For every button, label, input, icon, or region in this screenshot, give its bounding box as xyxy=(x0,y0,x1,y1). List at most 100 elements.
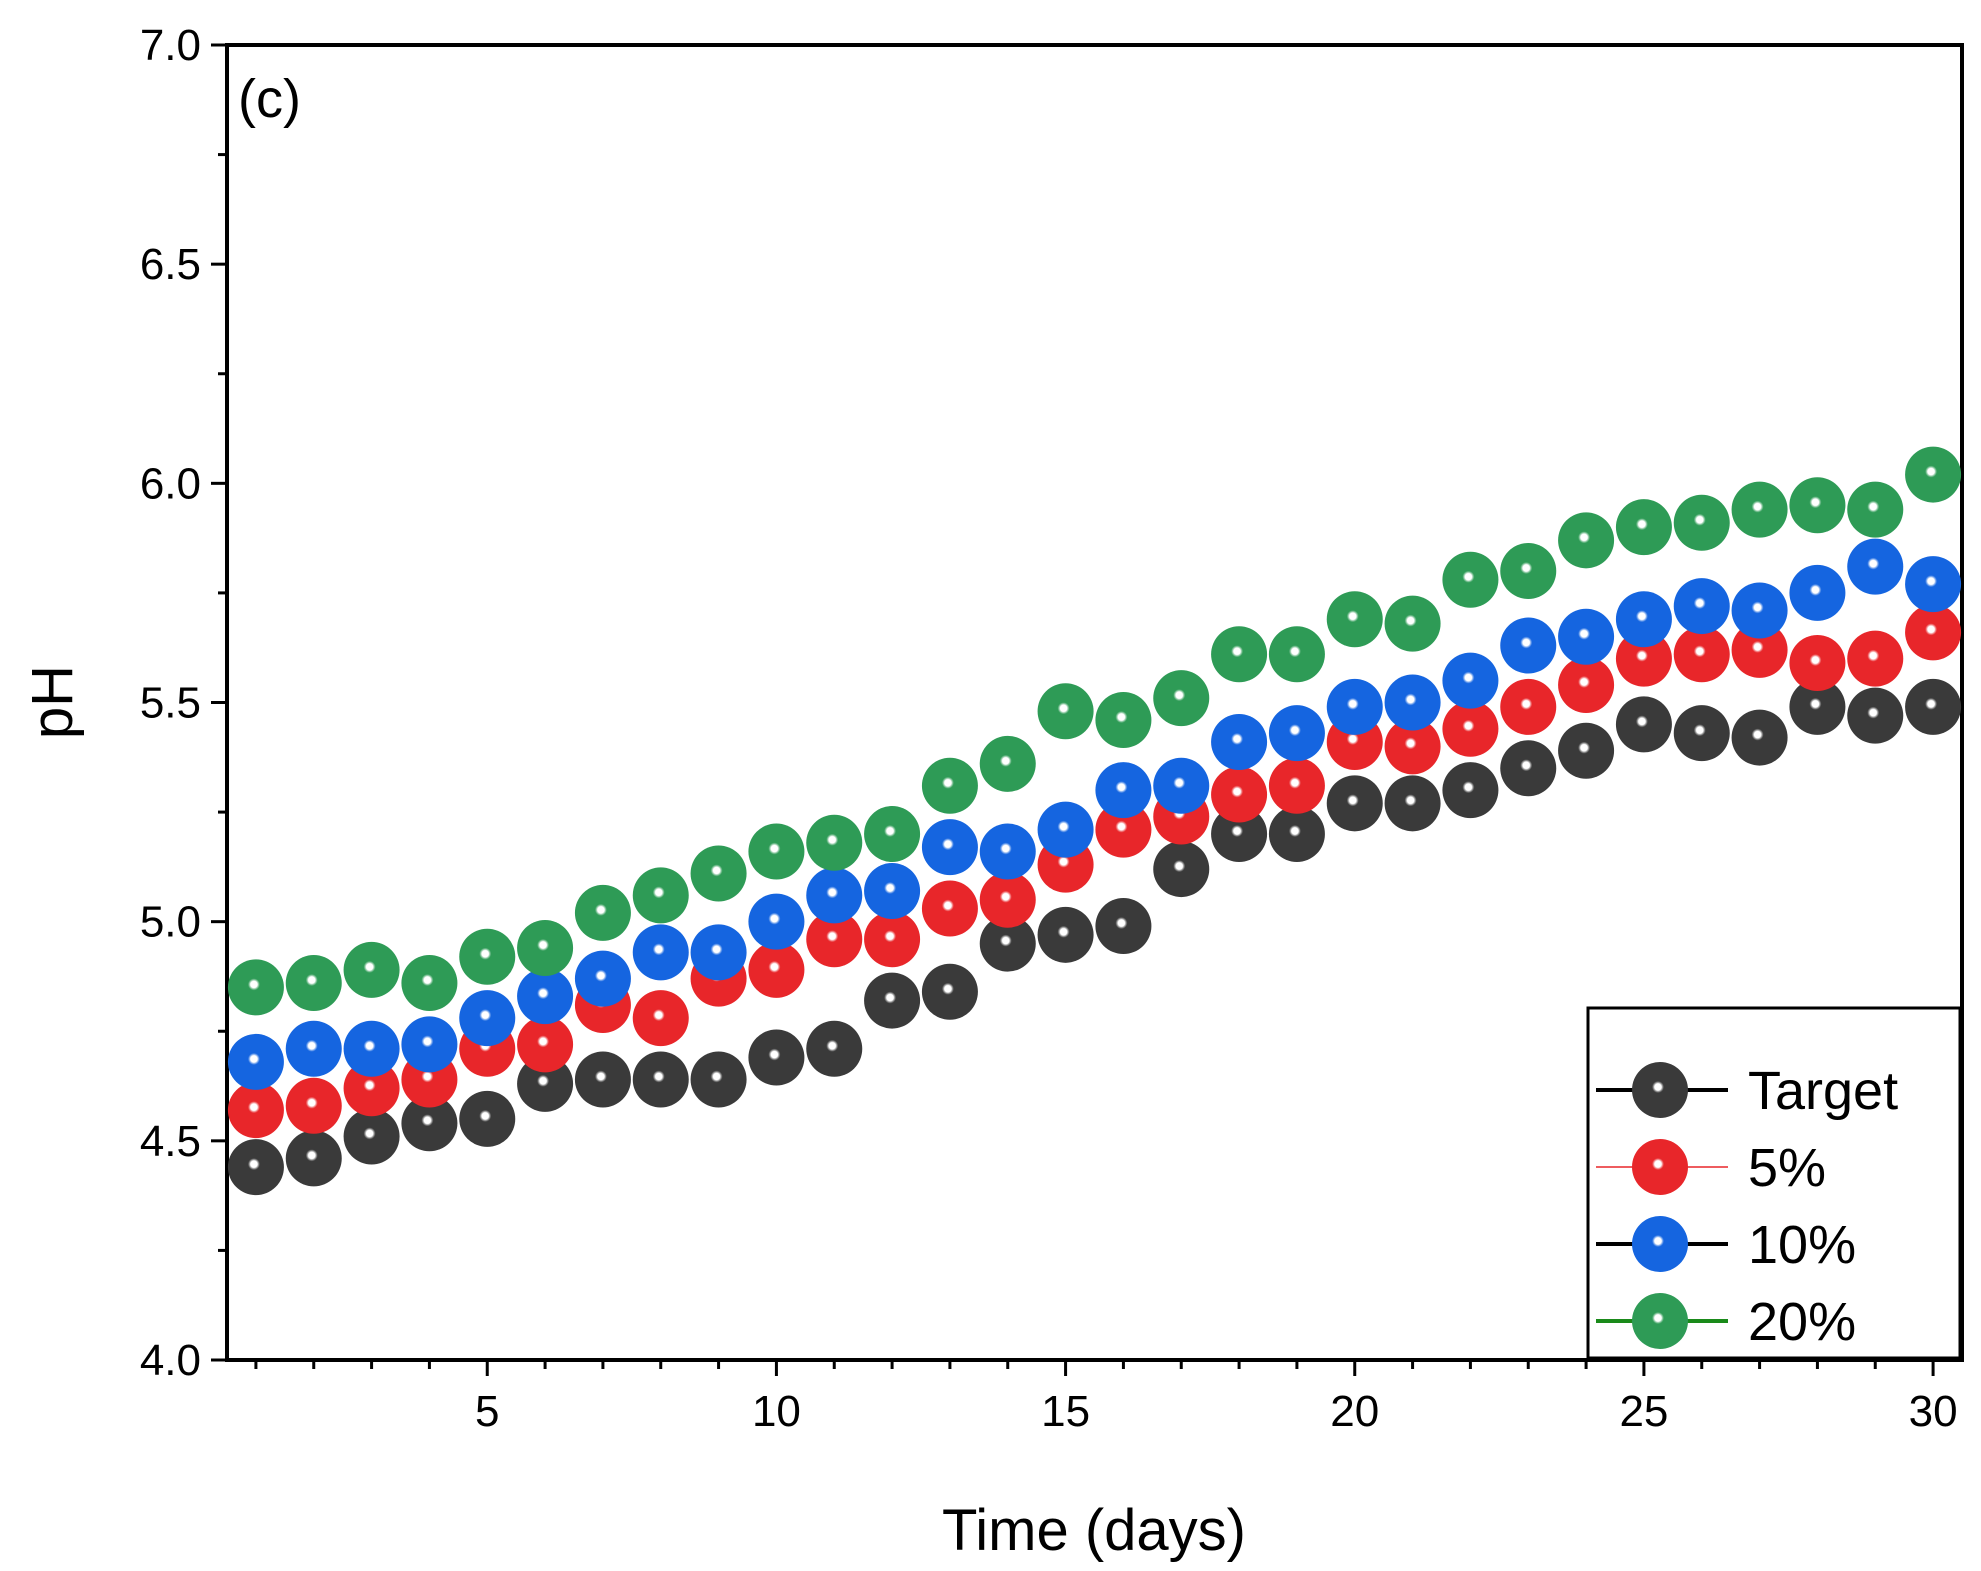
data-point-highlight xyxy=(990,745,1021,776)
data-point-highlight xyxy=(643,1000,674,1031)
data-point-highlight xyxy=(759,903,790,934)
data-point-highlight xyxy=(643,934,674,965)
data-point-highlight xyxy=(296,1087,327,1118)
data-point-highlight xyxy=(585,894,616,925)
data-point-highlight xyxy=(990,833,1021,864)
data-point-highlight xyxy=(1742,631,1773,662)
legend-marker-highlight xyxy=(1643,1226,1673,1256)
data-point-highlight xyxy=(1742,719,1773,750)
data-point-highlight xyxy=(817,1030,848,1061)
data-point-highlight xyxy=(1395,728,1426,759)
data-point-highlight xyxy=(1222,636,1253,667)
data-point-highlight xyxy=(1858,697,1889,728)
data-point-highlight xyxy=(1858,640,1889,671)
data-point-highlight xyxy=(1511,553,1542,583)
data-point-highlight xyxy=(1106,811,1137,842)
data-point-highlight xyxy=(354,1070,385,1101)
data-point-highlight xyxy=(1453,772,1484,803)
series-2 xyxy=(227,604,1962,1139)
data-point-highlight xyxy=(412,1026,443,1057)
data-point-highlight xyxy=(470,938,501,969)
data-point-highlight xyxy=(1106,772,1137,803)
y-tick-label: 5.0 xyxy=(140,898,201,947)
legend-label: 5% xyxy=(1748,1138,1826,1198)
data-point-highlight xyxy=(759,833,790,864)
data-point-highlight xyxy=(875,921,906,952)
y-tick-label: 5.5 xyxy=(140,679,201,728)
x-tick-label: 20 xyxy=(1330,1387,1379,1436)
data-point-highlight xyxy=(1569,522,1600,553)
data-point-highlight xyxy=(1048,693,1079,724)
data-point-highlight xyxy=(701,1061,732,1092)
data-point-highlight xyxy=(1337,601,1368,632)
data-point-highlight xyxy=(412,1105,443,1136)
y-tick-label: 4.5 xyxy=(140,1117,201,1166)
y-axis-title: pH xyxy=(20,665,85,739)
data-point-highlight xyxy=(1626,601,1657,632)
data-point-highlight xyxy=(932,829,963,860)
data-point-highlight xyxy=(1164,767,1195,798)
data-point-highlight xyxy=(1916,566,1947,597)
y-tick-label: 6.5 xyxy=(140,240,201,289)
data-point-highlight xyxy=(296,965,327,996)
legend-marker-highlight xyxy=(1643,1303,1673,1333)
data-point-highlight xyxy=(1569,666,1600,697)
panel-label: (c) xyxy=(238,69,301,129)
data-point-highlight xyxy=(1684,504,1715,535)
data-point-highlight xyxy=(1453,561,1484,592)
data-point-highlight xyxy=(1048,811,1079,842)
data-point-highlight xyxy=(759,951,790,982)
data-point-highlight xyxy=(990,881,1021,912)
data-point-highlight xyxy=(1511,688,1542,719)
data-point-highlight xyxy=(1222,723,1253,754)
data-point-highlight xyxy=(1858,548,1889,579)
data-point-highlight xyxy=(1395,785,1426,816)
data-point-highlight xyxy=(1800,688,1831,719)
data-point-highlight xyxy=(1279,767,1310,798)
data-point-highlight xyxy=(643,877,674,908)
x-tick-label: 15 xyxy=(1041,1387,1090,1436)
data-point-highlight xyxy=(1164,851,1195,882)
data-point-highlight xyxy=(990,925,1021,956)
data-point-highlight xyxy=(1279,715,1310,746)
data-point-highlight xyxy=(354,1030,385,1061)
data-point-highlight xyxy=(1337,688,1368,719)
data-point-highlight xyxy=(1569,732,1600,763)
data-point-highlight xyxy=(1337,785,1368,816)
data-point-highlight xyxy=(1800,645,1831,676)
legend-marker-highlight xyxy=(1643,1072,1673,1102)
data-point-highlight xyxy=(1626,706,1657,737)
y-tick-label: 4.0 xyxy=(140,1336,201,1385)
x-tick-label: 10 xyxy=(752,1387,801,1436)
data-point-highlight xyxy=(1626,509,1657,540)
data-point-highlight xyxy=(528,1065,559,1096)
legend-label: 20% xyxy=(1748,1292,1856,1352)
data-point-highlight xyxy=(1106,908,1137,939)
series-1 xyxy=(227,678,1962,1196)
series-4 xyxy=(227,446,1962,1016)
data-point-highlight xyxy=(875,872,906,903)
data-point-highlight xyxy=(354,951,385,982)
data-point-highlight xyxy=(1742,592,1773,623)
data-point-highlight xyxy=(1106,702,1137,733)
data-point-highlight xyxy=(470,1000,501,1031)
data-point-highlight xyxy=(238,1092,269,1123)
x-tick-label: 5 xyxy=(475,1387,499,1436)
data-point-highlight xyxy=(1626,640,1657,671)
data-point-highlight xyxy=(528,1026,559,1057)
data-point-highlight xyxy=(817,824,848,855)
data-point-highlight xyxy=(932,890,963,921)
data-point-highlight xyxy=(817,921,848,952)
data-point-highlight xyxy=(1453,662,1484,693)
data-point-highlight xyxy=(1742,491,1773,522)
data-point-highlight xyxy=(1279,816,1310,846)
x-tick-label: 30 xyxy=(1909,1387,1958,1436)
data-point-highlight xyxy=(1222,776,1253,807)
data-point-highlight xyxy=(296,1140,327,1171)
data-point-highlight xyxy=(701,934,732,965)
legend-label: Target xyxy=(1748,1061,1898,1121)
data-point-highlight xyxy=(932,767,963,798)
x-tick-label: 25 xyxy=(1619,1387,1668,1436)
data-point-highlight xyxy=(1684,636,1715,667)
